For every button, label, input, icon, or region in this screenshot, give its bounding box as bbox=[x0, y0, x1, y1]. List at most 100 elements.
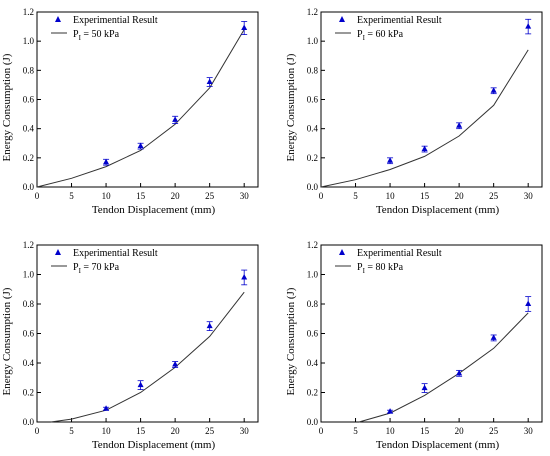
y-tick-label: 1.0 bbox=[23, 36, 35, 46]
data-point bbox=[421, 145, 428, 152]
legend-marker bbox=[55, 16, 61, 22]
x-tick-label: 10 bbox=[386, 191, 396, 201]
x-tick-label: 0 bbox=[319, 191, 324, 201]
y-tick-label: 0.6 bbox=[307, 95, 319, 105]
plot-frame bbox=[36, 11, 259, 188]
data-point bbox=[387, 157, 394, 163]
x-tick-label: 30 bbox=[240, 191, 250, 201]
y-axis-label: Energy Consumption (J) bbox=[285, 53, 297, 161]
y-tick-label: 1.2 bbox=[23, 7, 34, 17]
plot-frame bbox=[320, 244, 543, 423]
x-tick-label: 20 bbox=[455, 191, 465, 201]
x-tick-label: 15 bbox=[420, 426, 430, 436]
x-tick-label: 25 bbox=[205, 426, 215, 436]
y-tick-label: 0.6 bbox=[23, 95, 35, 105]
legend-label: Experimential Result bbox=[357, 15, 442, 26]
y-tick-label: 1.0 bbox=[307, 270, 319, 280]
x-tick-label: 15 bbox=[136, 426, 146, 436]
x-tick-label: 25 bbox=[489, 191, 499, 201]
y-tick-label: 0.8 bbox=[307, 65, 319, 75]
y-tick-label: 0.2 bbox=[23, 388, 34, 398]
data-point bbox=[525, 23, 532, 29]
legend-label: Experimential Result bbox=[73, 248, 158, 259]
x-axis-label: Tendon Displacement (mm) bbox=[92, 204, 216, 216]
y-tick-label: 0.8 bbox=[23, 65, 35, 75]
chart-panel-3: 0 5 10 15 20 25 30 0.0 0.2 0.4 0.6 0.8 1.0 1.2 Tendon … bbox=[1, 240, 259, 451]
y-tick-label: 0.0 bbox=[307, 182, 319, 192]
plot-frame bbox=[36, 244, 259, 423]
x-axis-label: Tendon Displacement (mm) bbox=[376, 204, 500, 216]
y-tick-label: 0.6 bbox=[23, 329, 35, 339]
y-tick-label: 1.2 bbox=[307, 240, 318, 250]
model-line bbox=[320, 49, 529, 188]
x-tick-label: 10 bbox=[102, 191, 112, 201]
y-tick-label: 0.8 bbox=[23, 299, 35, 309]
legend-marker bbox=[55, 249, 61, 255]
x-tick-label: 30 bbox=[524, 191, 534, 201]
plot-frame bbox=[320, 11, 543, 188]
x-tick-label: 20 bbox=[455, 426, 465, 436]
y-tick-label: 0.0 bbox=[23, 182, 35, 192]
y-axis-label: Energy Consumption (J) bbox=[1, 53, 13, 161]
y-tick-label: 0.8 bbox=[307, 299, 319, 309]
data-point bbox=[490, 334, 497, 340]
legend-label: PI = 60 kPa bbox=[357, 29, 404, 42]
x-tick-label: 25 bbox=[205, 191, 215, 201]
legend-marker bbox=[339, 249, 345, 255]
y-tick-label: 1.0 bbox=[307, 36, 319, 46]
y-tick-label: 0.4 bbox=[23, 358, 35, 368]
chart-panel-4: 0 5 10 15 20 25 30 0.0 0.2 0.4 0.6 0.8 1.0 1.2 Tendon … bbox=[285, 240, 543, 451]
data-point bbox=[206, 78, 213, 84]
x-tick-label: 5 bbox=[353, 426, 358, 436]
x-tick-label: 5 bbox=[69, 191, 74, 201]
y-tick-label: 0.4 bbox=[23, 124, 35, 134]
x-axis-label: Tendon Displacement (mm) bbox=[92, 439, 216, 451]
x-tick-label: 30 bbox=[240, 426, 250, 436]
x-tick-label: 20 bbox=[171, 191, 181, 201]
data-point bbox=[137, 142, 144, 149]
x-tick-label: 10 bbox=[102, 426, 112, 436]
data-point bbox=[172, 116, 179, 122]
x-tick-label: 5 bbox=[353, 191, 358, 201]
data-point bbox=[387, 408, 394, 414]
legend-label: PI = 80 kPa bbox=[357, 262, 404, 275]
y-tick-label: 0.4 bbox=[307, 358, 319, 368]
x-tick-label: 30 bbox=[524, 426, 534, 436]
x-tick-label: 5 bbox=[69, 426, 74, 436]
x-tick-label: 0 bbox=[35, 426, 40, 436]
y-tick-label: 0.4 bbox=[307, 124, 319, 134]
y-tick-label: 0.6 bbox=[307, 329, 319, 339]
y-tick-label: 1.2 bbox=[23, 240, 34, 250]
y-tick-label: 0.2 bbox=[307, 153, 318, 163]
data-point bbox=[490, 87, 497, 93]
legend-label: PI = 70 kPa bbox=[73, 262, 120, 275]
data-point bbox=[206, 322, 213, 329]
y-axis-label: Energy Consumption (J) bbox=[1, 287, 13, 395]
y-tick-label: 1.0 bbox=[23, 270, 35, 280]
data-point bbox=[103, 405, 110, 411]
x-tick-label: 20 bbox=[171, 426, 181, 436]
y-tick-label: 0.2 bbox=[307, 388, 318, 398]
model-line bbox=[36, 29, 245, 188]
y-tick-label: 0.0 bbox=[23, 417, 35, 427]
x-axis-label: Tendon Displacement (mm) bbox=[376, 439, 500, 451]
model-line bbox=[50, 291, 245, 423]
data-point bbox=[137, 381, 144, 388]
data-point bbox=[456, 369, 463, 376]
x-tick-label: 15 bbox=[420, 191, 430, 201]
data-point bbox=[241, 24, 248, 31]
x-tick-label: 0 bbox=[319, 426, 324, 436]
x-tick-label: 10 bbox=[386, 426, 396, 436]
x-tick-label: 25 bbox=[489, 426, 499, 436]
y-axis-label: Energy Consumption (J) bbox=[285, 287, 297, 395]
x-tick-label: 15 bbox=[136, 191, 146, 201]
legend-label: PI = 50 kPa bbox=[73, 29, 120, 42]
chart-panel-1: 0 5 10 15 20 25 30 0.0 0.2 0.4 0.6 0.8 1.0 1.2 Tendon … bbox=[1, 7, 259, 216]
data-point bbox=[172, 360, 179, 367]
x-tick-label: 0 bbox=[35, 191, 40, 201]
data-point bbox=[103, 158, 110, 165]
chart-panel-2: 0 5 10 15 20 25 30 0.0 0.2 0.4 0.6 0.8 1.0 1.2 Tendon … bbox=[285, 7, 543, 216]
y-tick-label: 1.2 bbox=[307, 7, 318, 17]
data-point bbox=[421, 384, 428, 391]
